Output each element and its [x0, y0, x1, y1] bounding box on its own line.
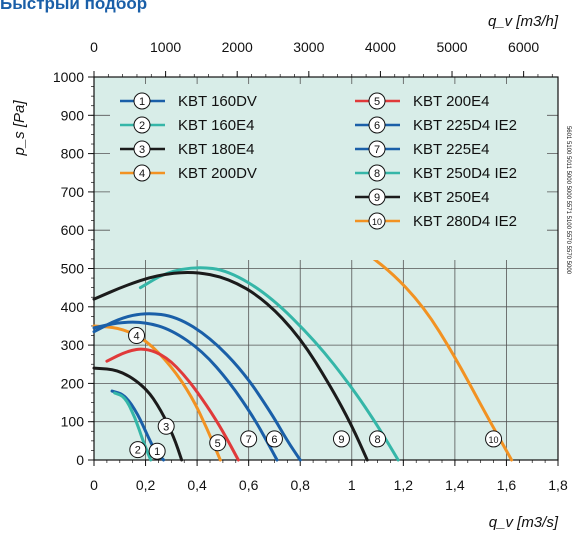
y-tick-label: 200	[61, 375, 85, 391]
legend-marker-8	[368, 164, 386, 182]
x2-tick-label: 1000	[150, 39, 181, 55]
legend-label-6: KBT 225D4 IE2	[413, 117, 517, 134]
legend-marker-9	[368, 188, 386, 206]
legend-box	[110, 84, 547, 260]
x-tick-label: 0,2	[136, 477, 156, 493]
x2-tick-label: 5000	[436, 39, 467, 55]
series-marker-label: 6	[271, 434, 277, 446]
series-marker-8	[369, 430, 387, 448]
legend-marker-4	[133, 164, 151, 182]
legend-label-1: KBT 160DV	[178, 93, 257, 110]
x2-tick-label: 3000	[293, 39, 324, 55]
legend-marker-label: 10	[372, 217, 382, 227]
side-code: 5601 5100 5011 5000 5000 5571 5100 5570 …	[565, 126, 571, 275]
legend-marker-5	[368, 92, 386, 110]
series-marker-label: 4	[133, 331, 139, 343]
x-tick-label: 1,6	[497, 477, 517, 493]
x-tick-label: 1,2	[394, 477, 414, 493]
series-marker-4	[128, 327, 146, 345]
legend-marker-label: 4	[139, 168, 145, 180]
series-marker-9	[332, 430, 350, 448]
series-marker-2	[129, 441, 147, 459]
series-marker-5	[209, 434, 227, 452]
x-tick-label: 1	[348, 477, 356, 493]
y-tick-label: 500	[61, 261, 85, 277]
series-line-5	[105, 347, 240, 462]
legend-label-2: KBT 160E4	[178, 117, 254, 134]
legend-label-3: KBT 180E4	[178, 141, 254, 158]
legend-marker-1	[133, 92, 151, 110]
series-marker-label: 5	[215, 438, 221, 450]
legend-marker-label: 6	[374, 120, 380, 132]
legend-label-4: KBT 200DV	[178, 165, 257, 182]
series-marker-6	[265, 430, 283, 448]
series-marker-label: 10	[489, 435, 499, 445]
legend-label-5: KBT 200E4	[413, 93, 489, 110]
legend-label-7: KBT 225E4	[413, 141, 489, 158]
x-tick-label: 0,6	[239, 477, 259, 493]
legend-label-9: KBT 250E4	[413, 189, 489, 206]
series-marker-label: 8	[374, 434, 380, 446]
x2-axis-label: q_v [m3/h]	[488, 13, 559, 30]
series-marker-label: 1	[154, 446, 160, 458]
y-tick-label: 100	[61, 414, 85, 430]
y-tick-label: 1000	[53, 69, 84, 85]
series-line-9	[92, 270, 369, 462]
y-tick-label: 900	[61, 107, 85, 123]
x-tick-label: 0	[90, 477, 98, 493]
legend-marker-label: 7	[374, 144, 380, 156]
legend-marker-label: 5	[374, 96, 380, 108]
y-tick-label: 600	[61, 222, 85, 238]
series-marker-label: 9	[338, 434, 344, 446]
legend-label-10: KBT 280D4 IE2	[413, 213, 517, 230]
series-line-2	[113, 391, 153, 462]
legend-marker-3	[133, 140, 151, 158]
legend-marker-label: 2	[139, 120, 145, 132]
x2-tick-label: 6000	[508, 39, 539, 55]
series-marker-7	[240, 430, 258, 448]
x2-tick-label: 0	[90, 39, 98, 55]
series-line-3	[92, 366, 184, 462]
x-axis-label: q_v [m3/s]	[489, 514, 559, 531]
x2-tick-label: 2000	[222, 39, 253, 55]
legend-label-8: KBT 250D4 IE2	[413, 165, 517, 182]
legend-marker-label: 3	[139, 144, 145, 156]
series-marker-3	[157, 417, 175, 435]
x-tick-label: 0,4	[187, 477, 207, 493]
series-marker-1	[148, 442, 166, 460]
y-tick-label: 0	[76, 452, 84, 468]
series-marker-10	[485, 430, 503, 448]
legend-marker-7	[368, 140, 386, 158]
legend-marker-label: 9	[374, 192, 380, 204]
series-marker-label: 7	[246, 434, 252, 446]
series-marker-label: 3	[163, 421, 169, 433]
y-tick-label: 700	[61, 184, 85, 200]
y-tick-label: 400	[61, 299, 85, 315]
legend-marker-label: 1	[139, 96, 145, 108]
legend-marker-2	[133, 116, 151, 134]
y-axis-label: p_s [Pa]	[11, 100, 28, 157]
legend-marker-label: 8	[374, 168, 380, 180]
x-tick-label: 0,8	[290, 477, 310, 493]
x-tick-label: 1,8	[548, 477, 568, 493]
legend-marker-6	[368, 116, 386, 134]
y-tick-label: 300	[61, 337, 85, 353]
plot-frame	[93, 76, 559, 461]
legend-marker-10	[368, 212, 386, 230]
x-tick-label: 1,4	[445, 477, 465, 493]
y-tick-label: 800	[61, 146, 85, 162]
series-marker-label: 2	[135, 445, 141, 457]
x2-tick-label: 4000	[365, 39, 396, 55]
page-title: Быстрый подбор	[0, 0, 148, 13]
series-line-6	[92, 312, 302, 462]
